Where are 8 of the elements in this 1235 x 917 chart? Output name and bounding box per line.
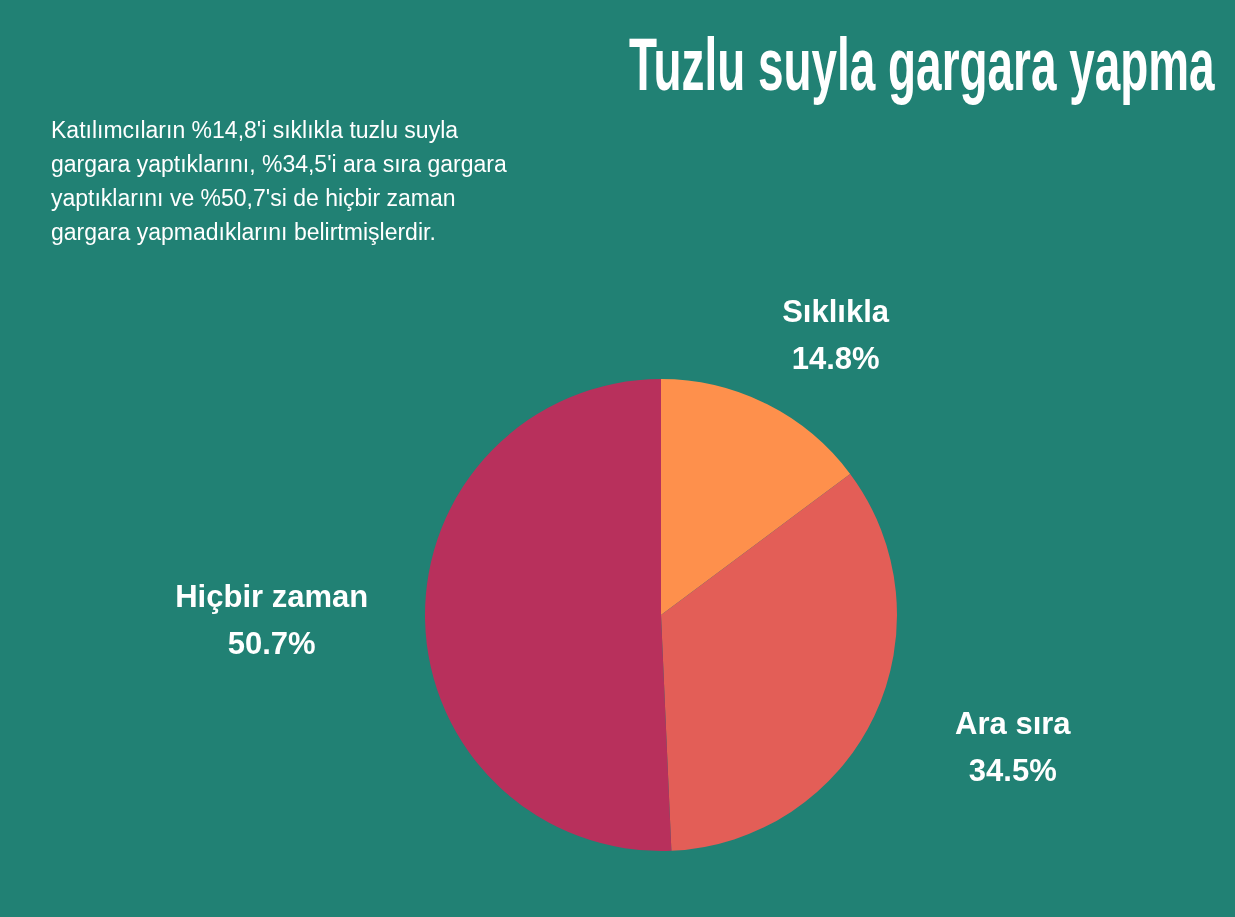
- data-label: 34.5%: [968, 753, 1057, 789]
- text: Katılımcıların %14,8'i sıklıkla tuzlu suyla gargara yaptıklarını, %34,5'i ara sıra gargara yaptıklarını ve %50,7'si de hiçbir zaman gargara yapmadıklarını belirtmişlerdir.: [51, 116, 508, 247]
- slice-label: Ara sıra: [955, 706, 1072, 742]
- chart-title: Tuzlu suyla gargara yapma: [629, 22, 1215, 107]
- slice-label: Hiçbir zaman: [175, 579, 369, 615]
- slice-label: Sıklıkla: [782, 294, 890, 330]
- data-label: 50.7%: [227, 626, 316, 662]
- data-label: 14.8%: [791, 341, 880, 377]
